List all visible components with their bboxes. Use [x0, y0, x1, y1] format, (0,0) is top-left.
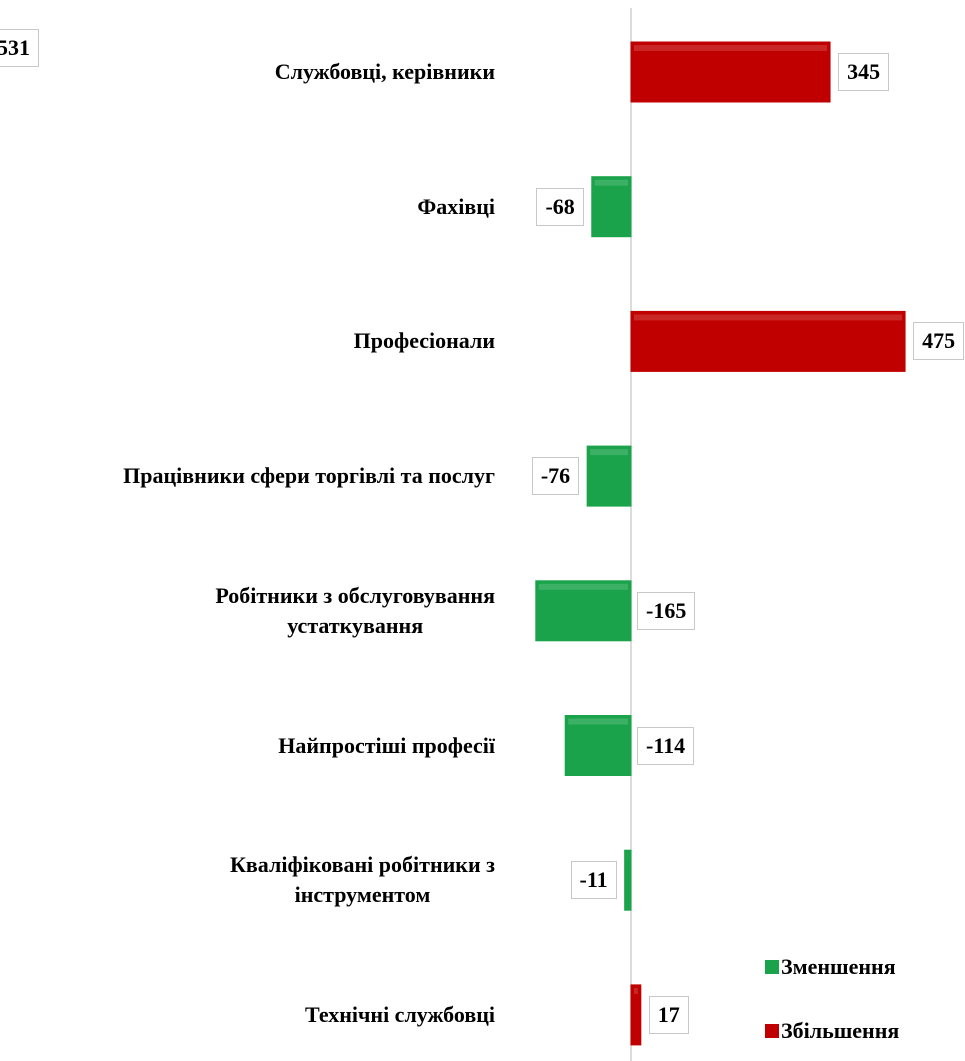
value-label: -165: [637, 591, 696, 630]
bar-shine: [590, 449, 628, 456]
value-label: -114: [637, 726, 695, 765]
bar-shine: [568, 718, 628, 725]
category-label: Фахівці: [417, 193, 495, 219]
bar-shine: [538, 583, 628, 590]
bar: [564, 715, 632, 776]
value-label: 17: [648, 995, 689, 1034]
annotation: 531: [0, 29, 39, 67]
legend-swatch: [765, 960, 779, 974]
bar: [630, 984, 642, 1046]
value-label: -11: [570, 861, 617, 900]
bar-shine: [594, 179, 628, 186]
category-label: Професіонали: [353, 328, 495, 354]
value-label: 475: [913, 322, 965, 361]
category-label: Працівники сфери торгівлі та послуг: [123, 463, 495, 489]
value-label: 345: [838, 53, 890, 91]
legend-item: Збільшення: [765, 1018, 899, 1044]
bar-shine: [634, 45, 828, 51]
bar: [630, 310, 906, 372]
value-label: -76: [531, 457, 580, 496]
bar: [591, 176, 632, 238]
bar: [624, 849, 632, 911]
legend-item: Зменшення: [765, 954, 896, 980]
legend-swatch: [765, 1024, 779, 1038]
category-label: Робітники з обслуговування устаткування: [215, 582, 495, 638]
category-label: Службовці, керівники: [274, 59, 495, 84]
value-label: -68: [536, 187, 584, 226]
category-label: Технічні службовці: [305, 1001, 495, 1027]
bar: [630, 41, 831, 103]
bar: [586, 445, 632, 507]
category-label: Кваліфіковані робітники з інструментом: [229, 852, 495, 908]
bar-shine: [634, 314, 903, 321]
legend-label: Зменшення: [781, 954, 896, 979]
legend-label: Збільшення: [781, 1018, 900, 1043]
bar-shine: [634, 987, 638, 994]
bar: [535, 580, 632, 642]
category-label: Найпростіші професії: [278, 732, 495, 758]
